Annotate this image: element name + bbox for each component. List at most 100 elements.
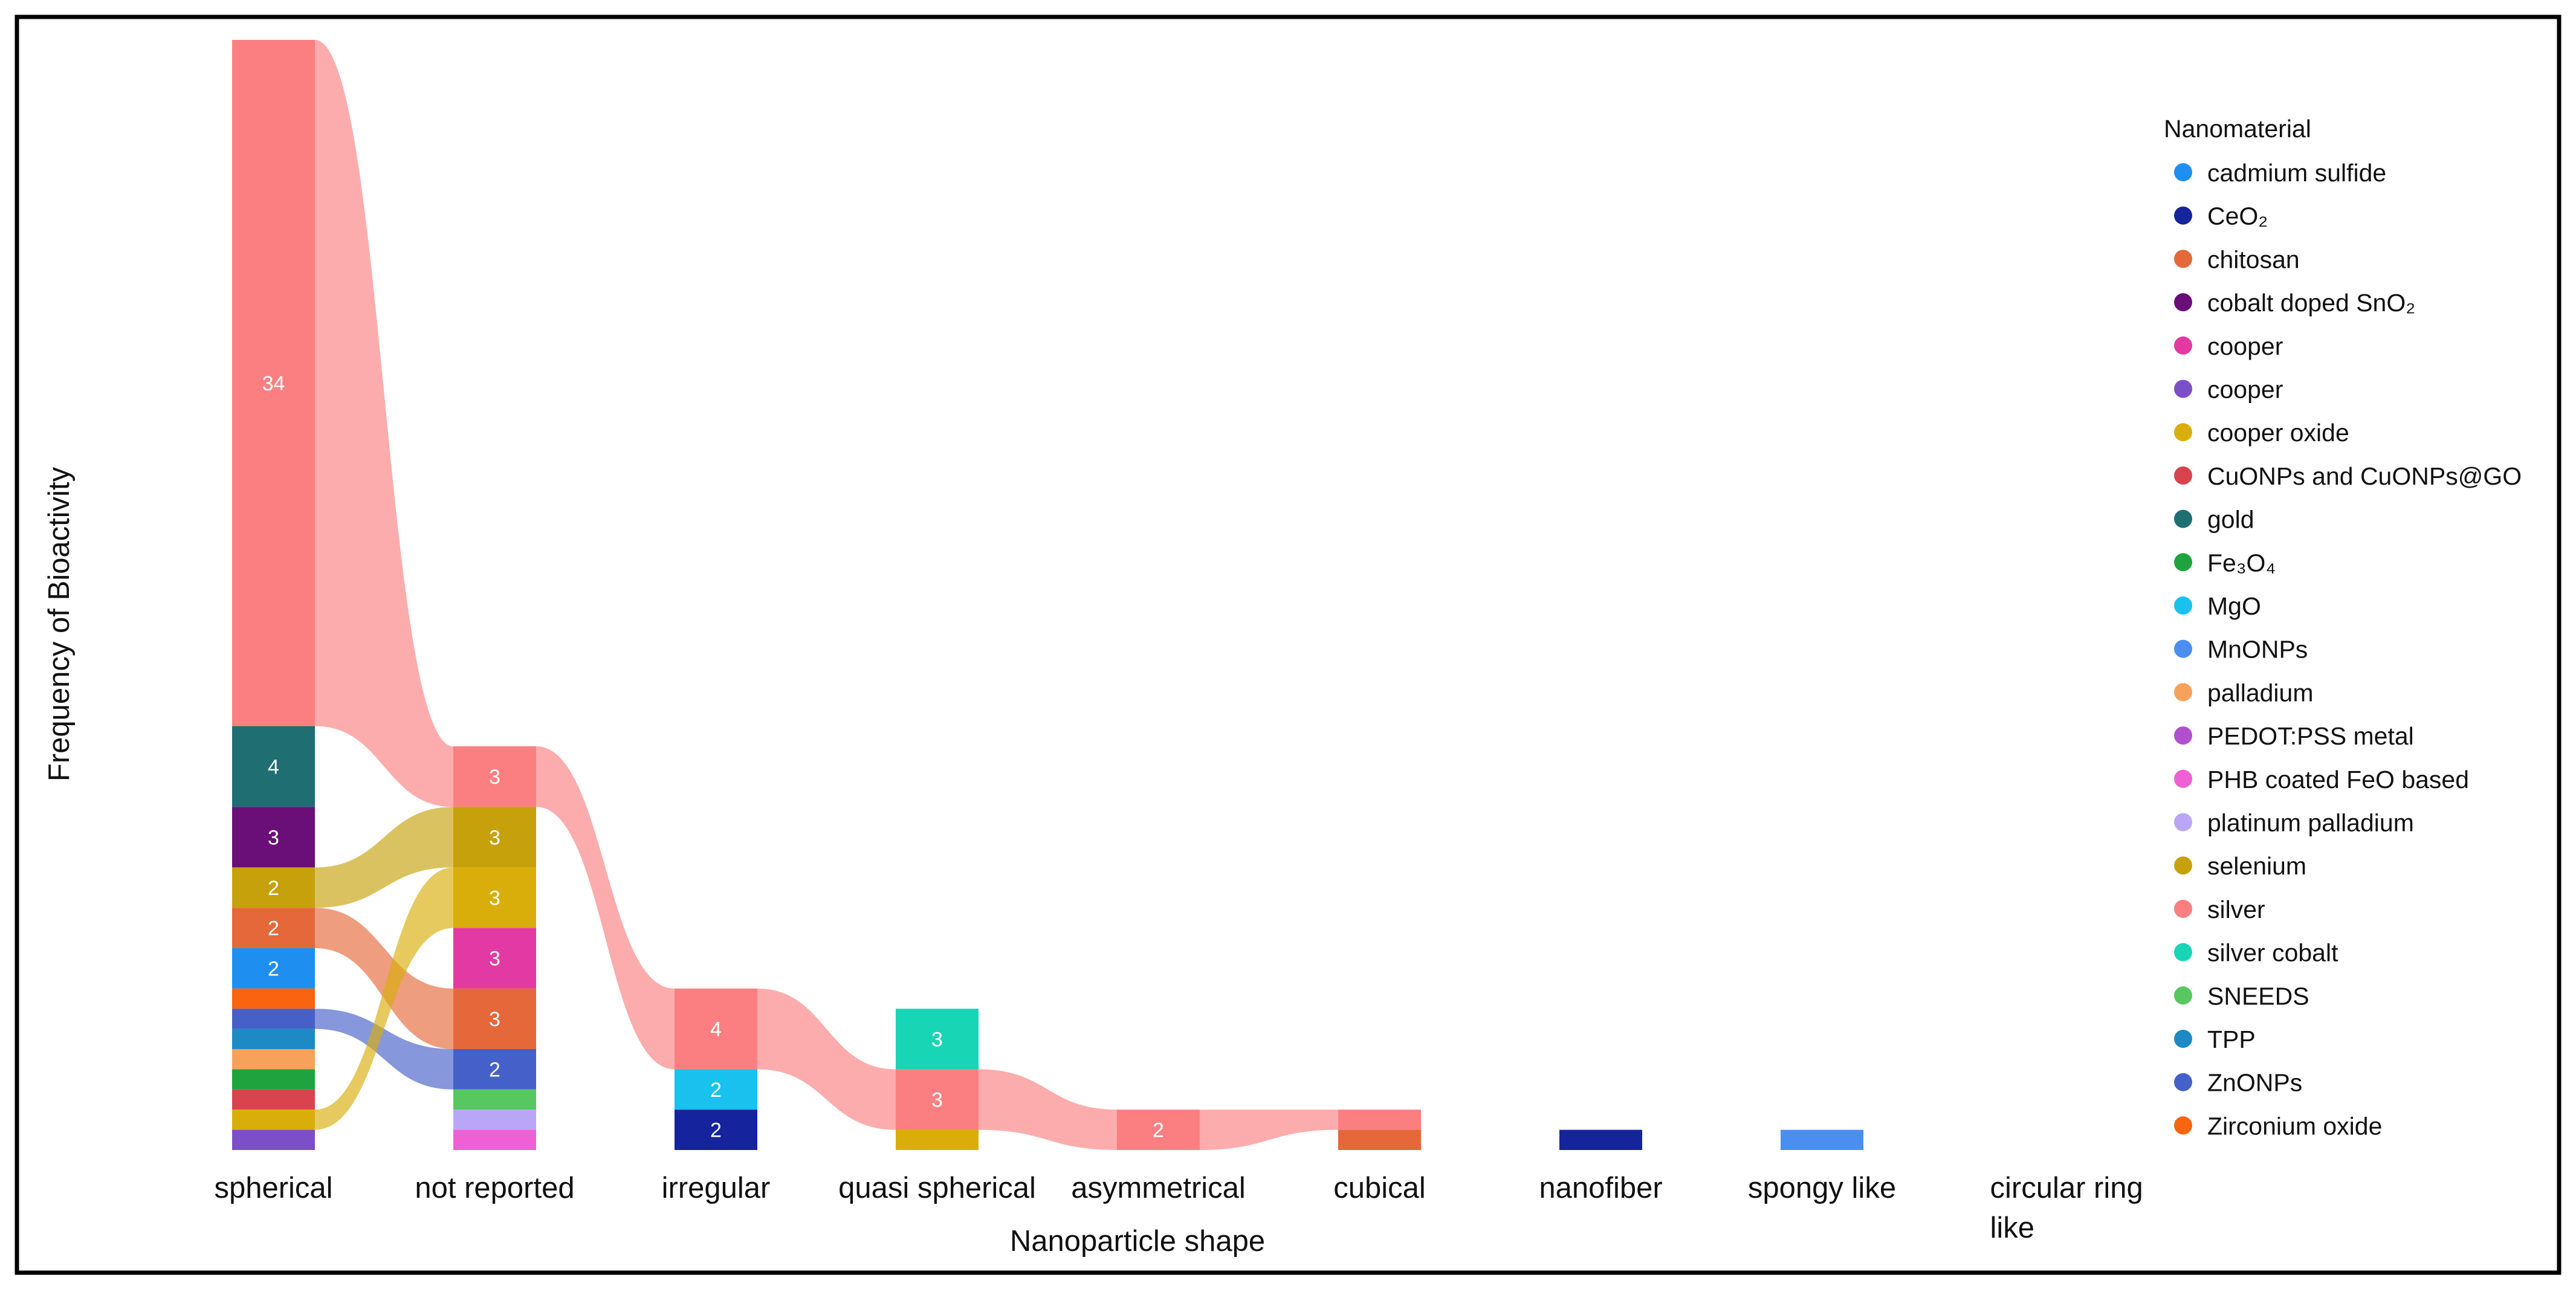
legend-marker-chitosan	[2174, 250, 2192, 268]
legend-label-platinum-palladium: platinum palladium	[2207, 809, 2414, 837]
flow-silver-quasi-spherical-to-asymmetrical	[979, 1069, 1117, 1150]
node-spherical-cooper-2	[232, 1129, 315, 1150]
legend-title: Nanomaterial	[2164, 115, 2311, 143]
category-label-cubical: cubical	[1333, 1172, 1426, 1204]
legend-label-cooper-2: cooper	[2207, 376, 2283, 404]
legend-label-selenium: selenium	[2207, 852, 2306, 880]
legend-label-tpp: TPP	[2207, 1026, 2256, 1053]
legend-label-cooper-oxide: cooper oxide	[2207, 419, 2349, 447]
legend-marker-fe3o4	[2174, 553, 2192, 572]
legend-marker-znonps	[2174, 1073, 2192, 1091]
flow-znonps-spherical-to-not-reported	[315, 1009, 453, 1090]
node-spherical-silver	[232, 40, 315, 726]
value-label-spherical-cobalt-doped-sno2: 3	[268, 826, 279, 849]
legend-marker-cooper-2	[2174, 380, 2192, 398]
node-cubical-silver	[1338, 1110, 1421, 1130]
legend-marker-pedot-pss-metal	[2174, 726, 2192, 745]
legend-marker-zirconium-oxide	[2174, 1116, 2192, 1135]
value-label-asymmetrical-silver: 2	[1153, 1119, 1164, 1142]
legend-label-chitosan: chitosan	[2207, 245, 2300, 273]
legend-label-znonps: ZnONPs	[2207, 1069, 2302, 1097]
value-label-not-reported-silver: 3	[489, 766, 500, 789]
category-label-nanofiber: nanofiber	[1539, 1172, 1662, 1204]
legend-label-palladium: palladium	[2207, 679, 2314, 706]
category-label-quasi-spherical: quasi spherical	[838, 1172, 1036, 1204]
flows-layer	[315, 40, 1338, 1150]
legend-marker-selenium	[2174, 856, 2192, 875]
value-label-not-reported-cooper: 3	[489, 948, 500, 971]
category-label-spherical: spherical	[214, 1172, 332, 1204]
y-axis-title: Frequency of Bioactivity	[43, 467, 76, 781]
value-label-not-reported-selenium: 3	[489, 826, 500, 849]
node-not-reported-silver	[453, 746, 536, 807]
legend-label-sneeds: SNEEDS	[2207, 982, 2309, 1010]
node-spherical-selenium	[232, 867, 315, 908]
value-label-quasi-spherical-silver-cobalt: 3	[931, 1028, 943, 1051]
node-irregular-mgo	[675, 1069, 757, 1110]
node-spherical-cooper-oxide	[232, 1110, 315, 1130]
node-spongy-like-mnonps	[1781, 1129, 1863, 1150]
node-spherical-palladium	[232, 1049, 315, 1070]
node-cubical-chitosan	[1338, 1129, 1421, 1150]
flow-silver-irregular-to-quasi-spherical	[757, 988, 896, 1130]
legend-marker-cooper-oxide	[2174, 423, 2192, 442]
legend-marker-mgo	[2174, 596, 2192, 615]
legend-label-silver: silver	[2207, 896, 2265, 923]
node-quasi-spherical-silver	[896, 1069, 979, 1130]
category-label-spongy-like: spongy like	[1748, 1172, 1896, 1204]
legend-label-cobalt-doped-sno2: cobalt doped SnO₂	[2207, 289, 2415, 317]
legend-marker-ceo2	[2174, 206, 2192, 225]
legend-label-mgo: MgO	[2207, 592, 2261, 620]
node-not-reported-chitosan	[453, 988, 536, 1049]
value-label-spherical-chitosan: 2	[268, 917, 279, 940]
value-label-not-reported-chitosan: 3	[489, 1008, 500, 1031]
node-spherical-cobalt-doped-sno2	[232, 807, 315, 868]
node-spherical-cadmium-sulfide	[232, 948, 315, 989]
legend-marker-silver-cobalt	[2174, 943, 2192, 961]
node-not-reported-cooper	[453, 928, 536, 989]
legend-marker-cuonps-and-cuonps-go	[2174, 466, 2192, 485]
category-label-circular-ring-like: circular ring like	[1990, 1172, 2143, 1244]
node-quasi-spherical-cooper-oxide	[896, 1129, 979, 1150]
value-label-spherical-selenium: 2	[268, 877, 279, 900]
value-label-spherical-cadmium-sulfide: 2	[268, 957, 279, 980]
legend-label-cadmium-sulfide: cadmium sulfide	[2207, 159, 2386, 187]
legend-marker-mnonps	[2174, 639, 2192, 658]
value-label-spherical-gold: 4	[268, 755, 279, 778]
node-not-reported-znonps	[453, 1049, 536, 1090]
value-label-irregular-ceo2: 2	[710, 1119, 722, 1142]
legend-label-phb-coated-feo-based: PHB coated FeO based	[2207, 766, 2469, 793]
legend-marker-tpp	[2174, 1030, 2192, 1048]
node-not-reported-sneeds	[453, 1089, 536, 1110]
node-spherical-znonps	[232, 1009, 315, 1029]
node-spherical-gold	[232, 726, 315, 807]
node-spherical-fe3o4	[232, 1069, 315, 1090]
node-nanofiber-ceo2	[1559, 1129, 1642, 1150]
flow-selenium-spherical-to-not-reported	[315, 807, 453, 908]
flow-chitosan-spherical-to-not-reported	[315, 908, 453, 1049]
category-labels: spherical not reported irregular quasi sphe…	[214, 1172, 2143, 1244]
legend-marker-palladium	[2174, 683, 2192, 702]
legend-marker-platinum-palladium	[2174, 813, 2192, 832]
flow-silver-not-reported-to-irregular	[536, 746, 675, 1070]
node-quasi-spherical-silver-cobalt	[896, 1009, 979, 1070]
legend-marker-phb-coated-feo-based	[2174, 769, 2192, 788]
value-label-spherical-silver: 34	[262, 372, 285, 395]
legend-marker-silver	[2174, 899, 2192, 918]
category-label-not-reported: not reported	[415, 1172, 574, 1204]
legend-marker-gold	[2174, 509, 2192, 528]
value-label-irregular-mgo: 2	[710, 1079, 722, 1102]
node-not-reported-cooper-oxide	[453, 867, 536, 928]
node-spherical-cuonps-and-cuonps-go	[232, 1089, 315, 1110]
node-not-reported-selenium	[453, 807, 536, 868]
legend-marker-sneeds	[2174, 986, 2192, 1005]
category-label-asymmetrical: asymmetrical	[1071, 1172, 1246, 1204]
node-not-reported-platinum-palladium	[453, 1110, 536, 1130]
nodes-layer: 34 4 3 2 2 2 3 3 3 3 3 2 4 2 2 3 3 2	[232, 40, 1863, 1150]
legend-label-cooper: cooper	[2207, 332, 2283, 360]
node-spherical-tpp	[232, 1029, 315, 1049]
legend-marker-cadmium-sulfide	[2174, 163, 2192, 181]
node-not-reported-phb-coated-feo-based	[453, 1129, 536, 1150]
legend-label-fe3o4: Fe₃O₄	[2207, 549, 2276, 577]
